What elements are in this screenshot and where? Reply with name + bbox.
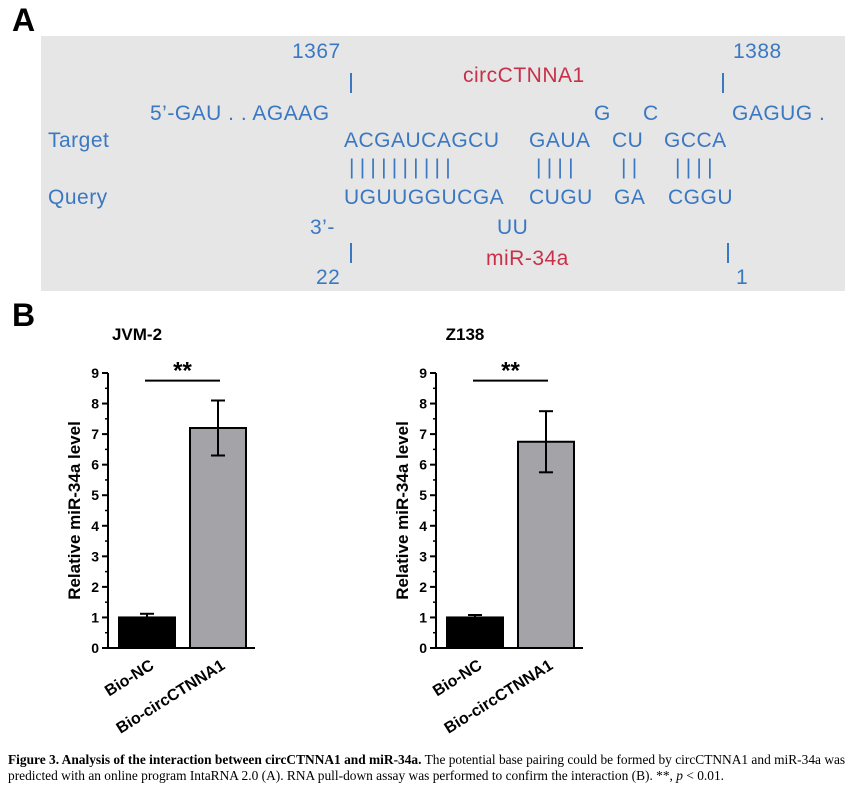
target-start-position: 1367	[292, 40, 341, 63]
target-label: Target	[48, 129, 110, 152]
bar-1	[517, 440, 575, 649]
target-segment-1: ACGAUCAGCU	[344, 129, 500, 152]
y-tick-label-0: 0	[419, 640, 427, 656]
caption-title: Figure 3. Analysis of the interaction be…	[8, 752, 422, 767]
y-tick-label-1: 1	[91, 609, 99, 625]
three-prime-label: 3’-	[310, 216, 335, 239]
y-axis-label: Relative miR-34a level	[65, 421, 84, 600]
y-tick-label-4: 4	[419, 518, 427, 534]
y-tick-label-2: 2	[419, 579, 427, 595]
figure-caption: Figure 3. Analysis of the interaction be…	[8, 752, 860, 784]
circ-label: circCTNNA1	[463, 64, 585, 87]
mir-label: miR-34a	[486, 247, 569, 270]
significance-label: **	[501, 358, 520, 385]
panel-b-letter: B	[12, 297, 36, 333]
query-start-position: 22	[316, 266, 341, 289]
y-tick-label-3: 3	[91, 548, 99, 564]
chart-title: Z138	[446, 325, 485, 344]
query-bulge-uu: UU	[497, 216, 529, 239]
query-segment-4: CGGU	[668, 186, 733, 209]
pairing-bars-3: | |	[621, 156, 637, 179]
target-start-tick	[350, 73, 352, 93]
target-segment-4: GCCA	[664, 129, 727, 152]
base-pairing-panel	[41, 36, 845, 291]
caption-tail: < 0.01.	[682, 768, 724, 783]
query-end-position: 1	[736, 266, 749, 289]
jvm2-bar-chart: JVM-2 Relative miR-34a level 0 1 2 3 4 5 6 7 8 9 Bio…	[65, 325, 255, 737]
y-tick-label-8: 8	[419, 396, 427, 412]
target-end-tick	[722, 73, 724, 93]
caption-body: The potential base pairing could be form…	[8, 752, 846, 783]
y-tick-label-1: 1	[419, 609, 427, 625]
y-tick-label-7: 7	[91, 426, 99, 442]
query-segment-1: UGUUGGUCGA	[344, 186, 505, 209]
caption-p: p	[676, 768, 683, 783]
bar-0	[118, 616, 176, 650]
target-segment-3: CU	[612, 129, 644, 152]
target-end-position: 1388	[733, 40, 782, 63]
category-label-0: Bio-NC	[430, 657, 485, 700]
y-axis-label: Relative miR-34a level	[393, 421, 412, 600]
query-start-tick	[350, 243, 352, 263]
y-tick-label-5: 5	[419, 487, 427, 503]
y-tick-label-9: 9	[91, 365, 99, 381]
bulge-c: C	[643, 102, 659, 125]
z138-bar-chart: Z138 Relative miR-34a level 0 1 2 3 4 5 6 7 8 9 Bio-…	[393, 325, 583, 737]
panel-a-letter: A	[12, 2, 36, 38]
query-label: Query	[48, 186, 108, 209]
y-tick-label-4: 4	[91, 518, 99, 534]
query-segment-2: CUGU	[529, 186, 593, 209]
y-tick-label-2: 2	[91, 579, 99, 595]
bar-1	[189, 427, 247, 649]
pairing-bars-4: | | | |	[675, 156, 713, 179]
query-segment-3: GA	[614, 186, 646, 209]
chart-title: JVM-2	[112, 325, 162, 344]
significance-label: **	[173, 358, 192, 385]
y-tick-label-6: 6	[91, 457, 99, 473]
category-label-0: Bio-NC	[102, 657, 157, 700]
bar-0	[446, 616, 504, 650]
y-tick-label-0: 0	[91, 640, 99, 656]
y-tick-label-5: 5	[91, 487, 99, 503]
five-prime-sequence: 5’-GAU . . AGAAG	[150, 102, 330, 125]
pairing-bars-1: | | | | | | | | | |	[349, 156, 451, 179]
y-tick-label-6: 6	[419, 457, 427, 473]
y-tick-label-7: 7	[419, 426, 427, 442]
target-segment-2: GAUA	[529, 129, 591, 152]
query-end-tick	[727, 243, 729, 263]
y-tick-label-3: 3	[419, 548, 427, 564]
target-tail-sequence: GAGUG .	[732, 102, 826, 125]
bulge-g: G	[594, 102, 611, 125]
y-tick-label-8: 8	[91, 396, 99, 412]
pairing-bars-2: | | | |	[536, 156, 574, 179]
y-tick-label-9: 9	[419, 365, 427, 381]
